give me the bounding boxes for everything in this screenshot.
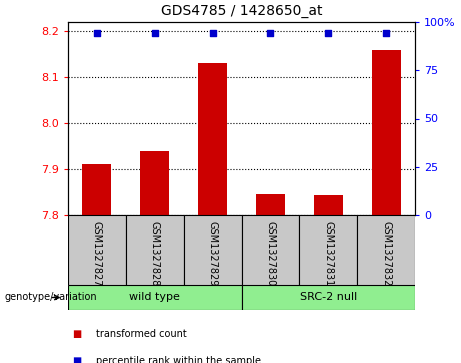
Bar	[314, 195, 343, 215]
Bar	[68, 285, 242, 310]
Point	[325, 30, 332, 36]
Point	[93, 30, 100, 36]
Text: GSM1327829: GSM1327829	[207, 221, 218, 286]
Bar	[372, 50, 401, 215]
Bar	[83, 164, 112, 215]
Bar	[357, 215, 415, 285]
Bar	[242, 215, 299, 285]
Text: ■: ■	[73, 329, 82, 339]
Point	[382, 30, 390, 36]
Point	[267, 30, 274, 36]
Text: transformed count: transformed count	[96, 329, 186, 339]
Text: GSM1327831: GSM1327831	[323, 221, 333, 286]
Text: percentile rank within the sample: percentile rank within the sample	[96, 356, 260, 363]
Point	[151, 30, 159, 36]
Text: SRC-2 null: SRC-2 null	[300, 293, 357, 302]
Text: GSM1327828: GSM1327828	[150, 221, 160, 286]
Text: GSM1327827: GSM1327827	[92, 221, 102, 286]
Point	[209, 30, 216, 36]
Bar	[242, 285, 415, 310]
Bar	[256, 194, 285, 215]
Text: ■: ■	[73, 356, 82, 363]
Bar	[198, 64, 227, 215]
Bar	[126, 215, 183, 285]
Bar	[68, 215, 126, 285]
Text: GSM1327832: GSM1327832	[381, 221, 391, 286]
Text: GSM1327830: GSM1327830	[266, 221, 275, 286]
Title: GDS4785 / 1428650_at: GDS4785 / 1428650_at	[161, 4, 322, 18]
Text: genotype/variation: genotype/variation	[5, 293, 97, 302]
Text: wild type: wild type	[130, 293, 180, 302]
Bar	[299, 215, 357, 285]
Bar	[140, 151, 169, 215]
Bar	[183, 215, 242, 285]
